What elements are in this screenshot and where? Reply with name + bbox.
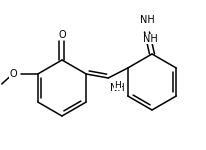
Text: NH: NH (109, 83, 124, 93)
Text: O: O (58, 30, 66, 40)
Text: H: H (114, 81, 121, 90)
Text: O: O (9, 69, 17, 79)
Text: NH: NH (139, 15, 154, 25)
Text: NH: NH (142, 34, 157, 44)
